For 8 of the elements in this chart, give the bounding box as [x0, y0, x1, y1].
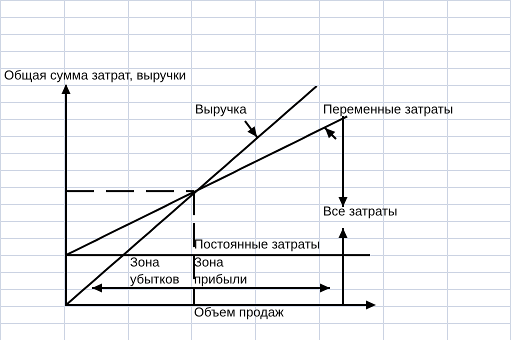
annotation: Все затраты: [323, 204, 398, 219]
annotation: Зона убытков: [130, 254, 180, 287]
series-label: Выручка: [195, 102, 248, 117]
annotation: Зона прибыли: [194, 254, 248, 287]
y-axis-title: Общая сумма затрат, выручки: [4, 68, 186, 83]
series-label: Переменные затраты: [323, 102, 454, 117]
x-axis-title: Объем продаж: [194, 304, 284, 320]
series-label: Постоянные затраты: [194, 236, 320, 252]
